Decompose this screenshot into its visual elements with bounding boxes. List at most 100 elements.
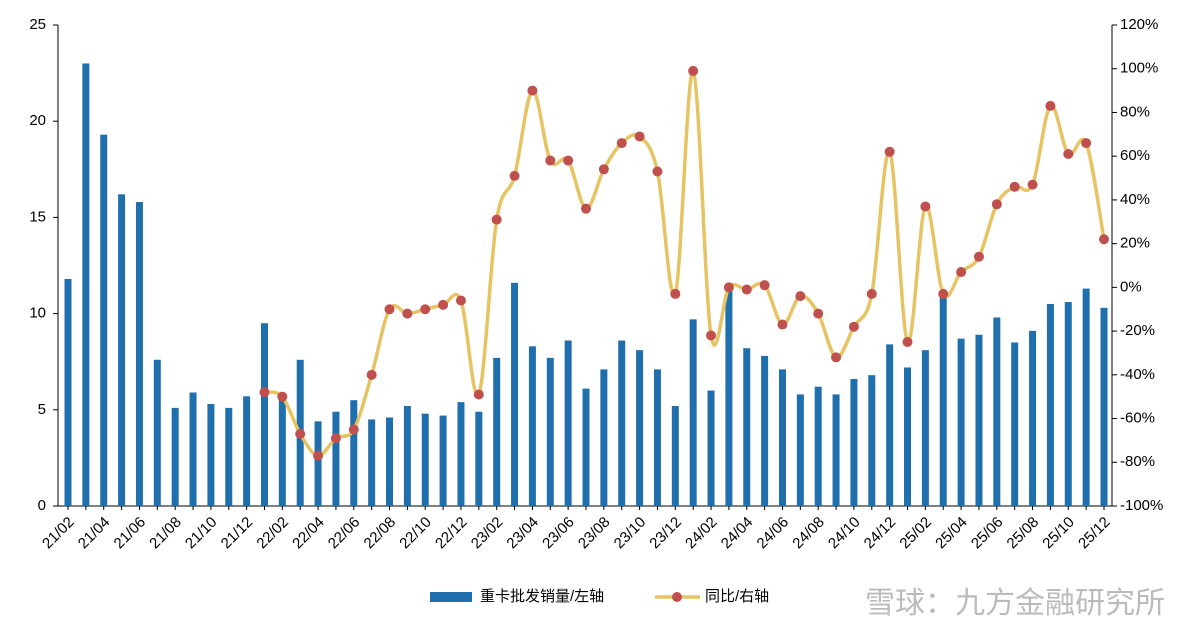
bar bbox=[189, 392, 197, 506]
x-tick-label: 24/06 bbox=[754, 514, 793, 553]
x-tick-label: 24/12 bbox=[861, 514, 900, 553]
bar bbox=[493, 357, 501, 506]
line-marker bbox=[330, 433, 341, 444]
line-marker bbox=[884, 146, 895, 157]
line-marker bbox=[581, 203, 591, 214]
line-marker bbox=[259, 387, 270, 398]
bar bbox=[921, 350, 929, 506]
bar bbox=[743, 348, 751, 506]
line-marker bbox=[402, 308, 413, 319]
line-marker bbox=[616, 138, 627, 149]
line-marker bbox=[366, 369, 377, 380]
bar bbox=[457, 402, 465, 506]
x-tick-label: 21/06 bbox=[111, 514, 150, 553]
line-marker bbox=[1063, 148, 1074, 159]
legend-label: 同比/右轴 bbox=[705, 588, 769, 605]
bar bbox=[1029, 330, 1037, 506]
bar bbox=[1046, 303, 1054, 506]
line-marker bbox=[795, 291, 806, 302]
bar bbox=[135, 202, 143, 506]
line-marker bbox=[723, 282, 734, 293]
x-tick-label: 24/02 bbox=[682, 514, 721, 553]
bar bbox=[850, 379, 858, 506]
line-marker bbox=[277, 391, 288, 402]
bar bbox=[421, 413, 429, 506]
y-tick-label: 10 bbox=[29, 305, 46, 322]
bar bbox=[475, 411, 483, 506]
line-marker bbox=[384, 304, 395, 315]
y2-tick-label: 60% bbox=[1120, 147, 1150, 164]
line-marker bbox=[670, 288, 681, 299]
line-marker bbox=[563, 155, 574, 166]
line-marker bbox=[634, 131, 645, 142]
x-tick-label: 22/10 bbox=[396, 514, 435, 553]
x-tick-label: 24/04 bbox=[718, 514, 757, 553]
x-tick-label: 23/04 bbox=[503, 514, 542, 553]
line-marker bbox=[527, 85, 538, 96]
line-marker bbox=[491, 214, 502, 225]
x-tick-label: 25/08 bbox=[1004, 514, 1043, 553]
line-marker bbox=[1009, 181, 1020, 192]
bar bbox=[564, 340, 572, 506]
line-marker bbox=[438, 299, 449, 310]
x-tick-label: 22/04 bbox=[289, 514, 328, 553]
bar bbox=[778, 369, 786, 506]
bar bbox=[1100, 307, 1108, 506]
bar bbox=[278, 396, 286, 506]
bar bbox=[171, 407, 179, 506]
line-marker bbox=[473, 389, 484, 400]
line-marker bbox=[545, 155, 556, 166]
x-tick-label: 22/12 bbox=[432, 514, 471, 553]
y-tick-label: 15 bbox=[29, 208, 46, 225]
bar bbox=[546, 357, 554, 506]
x-tick-label: 24/10 bbox=[825, 514, 864, 553]
x-tick-label: 25/02 bbox=[896, 514, 935, 553]
bar bbox=[403, 405, 411, 506]
line-marker bbox=[848, 321, 859, 332]
x-tick-label: 23/02 bbox=[468, 514, 507, 553]
x-tick-label: 23/10 bbox=[611, 514, 650, 553]
x-tick-label: 21/12 bbox=[218, 514, 257, 553]
x-tick-label: 25/12 bbox=[1075, 514, 1114, 553]
bar bbox=[796, 394, 804, 506]
y-tick-label: 25 bbox=[29, 16, 46, 33]
x-tick-label: 22/06 bbox=[325, 514, 364, 553]
x-tick-label: 21/04 bbox=[75, 514, 114, 553]
bar bbox=[904, 367, 912, 506]
bar bbox=[153, 359, 161, 506]
bar bbox=[707, 390, 715, 506]
bar bbox=[368, 419, 376, 506]
bar bbox=[636, 350, 644, 506]
line-marker bbox=[759, 280, 770, 291]
y2-tick-label: -40% bbox=[1120, 366, 1155, 383]
bar bbox=[225, 407, 233, 506]
x-tick-label: 23/12 bbox=[646, 514, 685, 553]
y2-tick-label: 20% bbox=[1120, 235, 1150, 252]
bar bbox=[314, 421, 322, 506]
y2-tick-label: -100% bbox=[1120, 497, 1163, 514]
line-marker bbox=[295, 428, 306, 439]
line-marker bbox=[902, 337, 913, 348]
y2-tick-label: 40% bbox=[1120, 191, 1150, 208]
legend-label: 重卡批发销量/左轴 bbox=[480, 588, 604, 605]
x-tick-label: 24/08 bbox=[789, 514, 828, 553]
x-tick-label: 21/08 bbox=[146, 514, 185, 553]
line-marker bbox=[706, 330, 717, 341]
x-tick-label: 22/08 bbox=[361, 514, 400, 553]
line-marker bbox=[866, 288, 877, 299]
bar bbox=[118, 194, 126, 506]
x-tick-label: 21/02 bbox=[39, 514, 78, 553]
bar bbox=[868, 375, 876, 506]
bar bbox=[1064, 302, 1072, 506]
bar bbox=[582, 388, 590, 506]
bar bbox=[64, 278, 72, 506]
line-marker bbox=[991, 199, 1002, 210]
line-marker bbox=[420, 304, 431, 315]
line-marker bbox=[509, 170, 520, 181]
line-marker bbox=[1081, 138, 1092, 149]
bar bbox=[207, 404, 215, 506]
bar bbox=[511, 282, 519, 506]
line-marker bbox=[598, 164, 609, 175]
x-tick-label: 23/08 bbox=[575, 514, 614, 553]
